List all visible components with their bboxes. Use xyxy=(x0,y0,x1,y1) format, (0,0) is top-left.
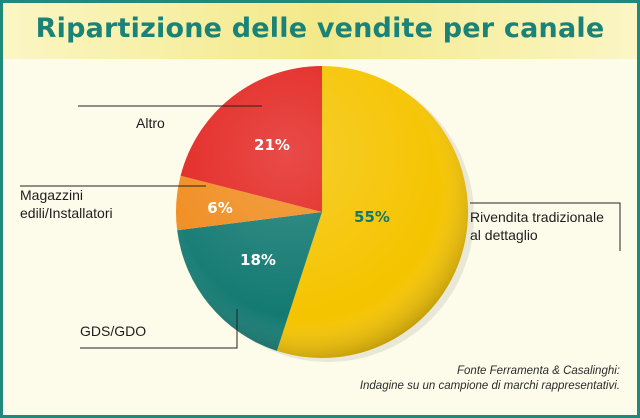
leader-lines xyxy=(20,105,621,349)
leader-line-rivendita-tradizionale-al-dettaglio xyxy=(470,202,621,251)
category-label-gds-gdo: GDS/GDO xyxy=(80,323,146,339)
category-labels: Rivendita tradizionale al dettaglio GDS/GD… xyxy=(20,115,604,339)
pie-gloss xyxy=(176,66,468,358)
category-label-altro: Altro xyxy=(136,115,165,131)
category-label-magazzini-edili-installatori: Magazzini edili/Installatori xyxy=(20,187,113,221)
source-note: Fonte Ferramenta & Casalinghi: Indagine … xyxy=(360,364,620,394)
source-line-2: Indagine su un campione di marchi rappre… xyxy=(359,380,620,392)
chart-title: Ripartizione delle vendite per canale xyxy=(35,13,605,44)
title-band: Ripartizione delle vendite per canale xyxy=(3,3,637,59)
percent-labels: 55% 18% 6% 21% xyxy=(207,136,390,269)
percent-label-gds-gdo: 18% xyxy=(240,251,276,269)
percent-label-rivendita-tradizionale-al-dettaglio: 55% xyxy=(354,208,390,226)
category-label-rivendita-tradizionale-al-dettaglio: Rivendita tradizionale al dettaglio xyxy=(470,209,604,243)
percent-label-magazzini-edili-installatori: 6% xyxy=(207,199,232,217)
leader-line-gds-gdo xyxy=(80,309,238,349)
percent-label-altro: 21% xyxy=(254,136,290,154)
source-line-1: Fonte Ferramenta & Casalinghi: xyxy=(457,365,620,377)
